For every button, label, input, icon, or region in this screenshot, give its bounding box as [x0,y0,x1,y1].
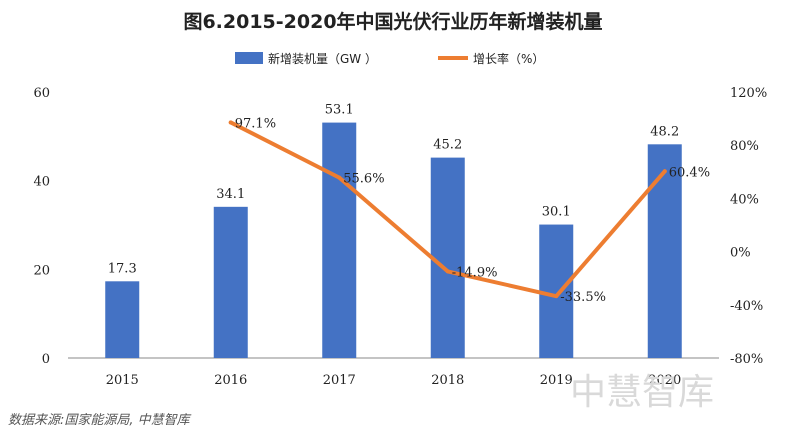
line-data-label: 97.1% [235,116,276,131]
chart-title: 图6.2015-2020年中国光伏行业历年新增装机量 [183,10,602,33]
y-left-tick-label: 0 [42,352,50,367]
x-tick-label: 2020 [648,373,681,388]
bar-data-label: 17.3 [108,261,137,276]
line-point [228,120,233,125]
line-data-label: -14.9% [452,265,498,280]
y-left-tick-label: 60 [33,86,50,101]
watermark: 中慧智库 [570,372,714,413]
legend-bar-swatch [235,52,263,64]
x-tick-label: 2017 [323,373,356,388]
x-tick-label: 2018 [431,373,464,388]
line-point [554,294,559,299]
bar-data-label: 34.1 [216,187,245,202]
bar-data-label: 53.1 [325,103,354,118]
y-right-tick-label: 0% [730,246,751,261]
x-tick-label: 2015 [106,373,139,388]
x-tick-label: 2019 [540,373,573,388]
bar [430,157,465,358]
y-right-tick-label: 120% [730,86,767,101]
line-data-label: 55.6% [343,172,384,187]
y-right-tick-label: 40% [730,192,759,207]
plot-area: 0 20 40 60 -80% -40% 0% 40% 80% 120% 2015 2016 2017 2… [33,86,767,388]
bar-data-label: 30.1 [542,205,571,220]
bar [647,144,682,358]
y-right-tick-label: 80% [730,139,759,154]
y-left-tick-label: 40 [33,175,50,190]
line-data-label: -33.5% [560,290,606,305]
line-point [445,269,450,274]
legend-bar-label: 新增装机量（GW ） [268,51,377,66]
y-right-tick-label: -80% [730,352,763,367]
legend: 新增装机量（GW ） 增长率（%） [235,51,544,66]
line-point [662,169,667,174]
x-tick-label: 2016 [214,373,247,388]
y-right-tick-label: -40% [730,299,763,314]
bar-data-label: 45.2 [433,138,462,153]
bar-data-label: 48.2 [650,124,679,139]
bar [322,122,357,358]
y-left-tick-label: 20 [33,263,50,278]
line-point [337,175,342,180]
bar [105,281,140,358]
source-note: 数据来源:国家能源局, 中慧智库 [8,412,192,428]
bar [539,224,574,358]
line-data-label: 60.4% [669,165,710,180]
bar [213,206,248,358]
legend-line-label: 增长率（%） [473,51,544,66]
